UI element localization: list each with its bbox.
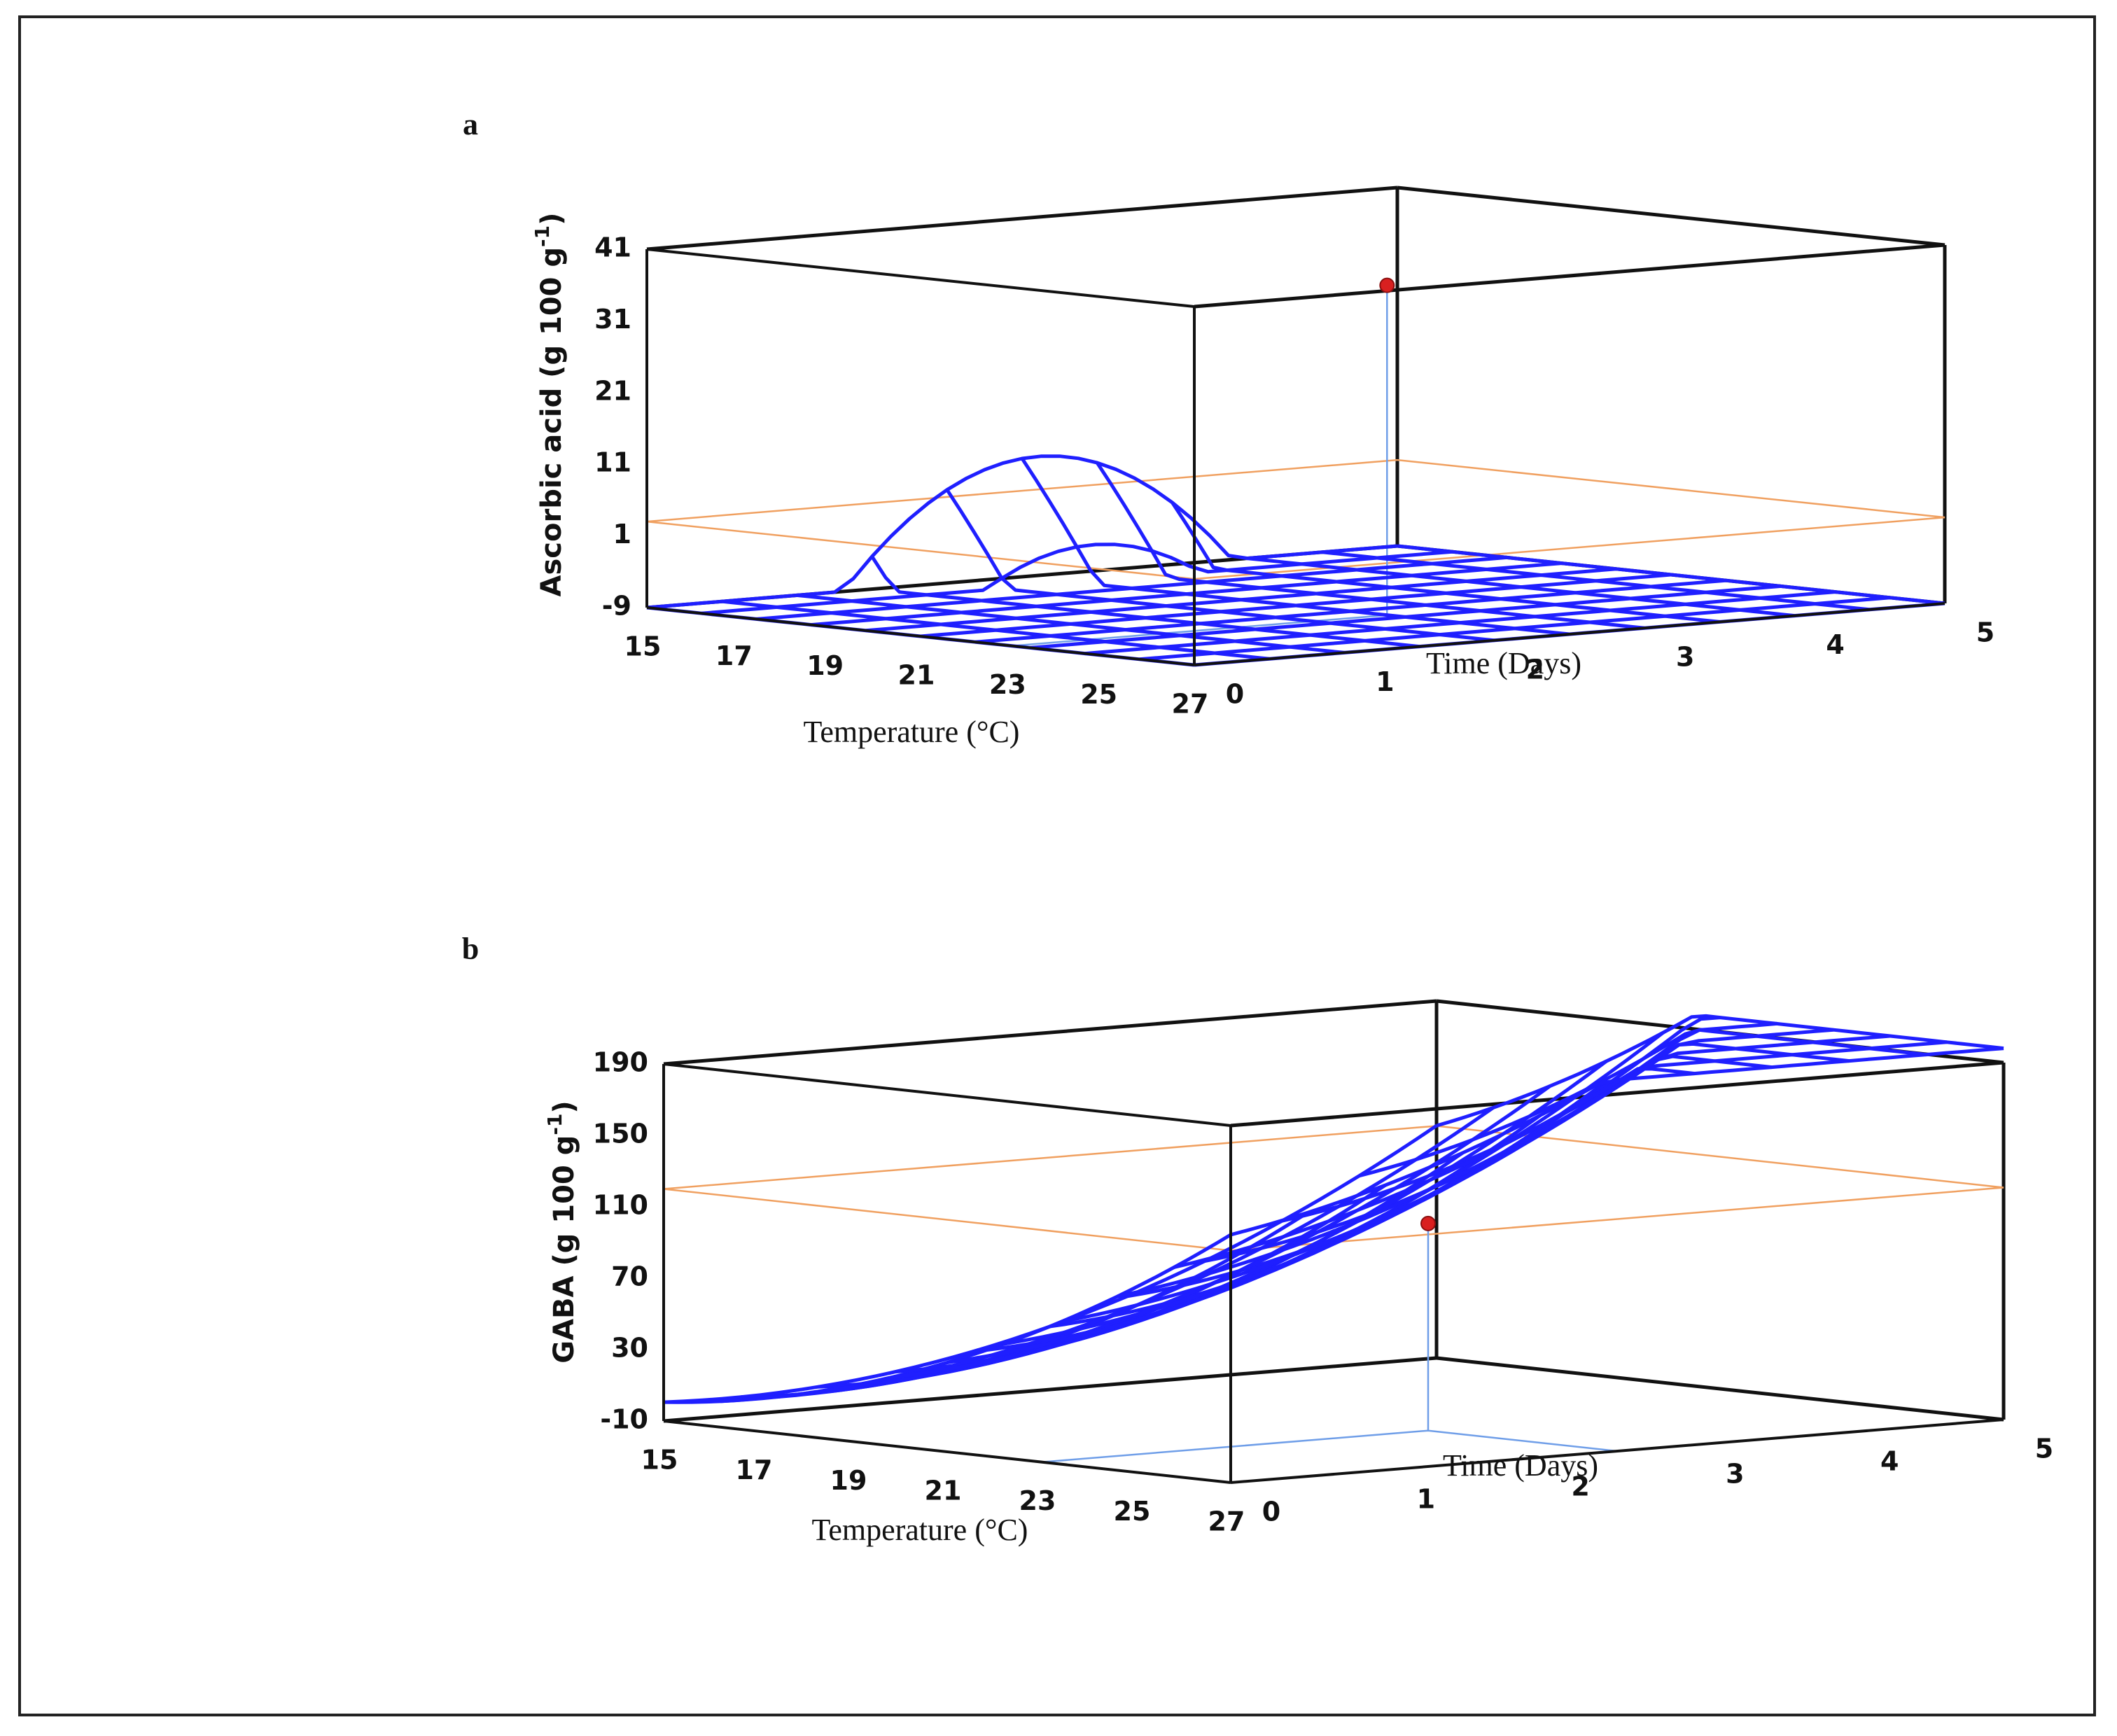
x-tick-label: 21	[925, 1476, 962, 1506]
x-tick-label: 27	[1208, 1506, 1245, 1537]
optimum-point	[1379, 277, 1395, 293]
z-tick-label: -9	[602, 591, 631, 622]
z-axis-title: Ascorbic acid (g 100 g-1)	[531, 213, 568, 597]
box-back-edge	[1397, 186, 1945, 247]
surface-mesh-line	[895, 1151, 1464, 1374]
surface-mesh-line	[1117, 1034, 1891, 1298]
box-front-edge	[1230, 1418, 2004, 1484]
z-axis-title-close: )	[536, 213, 568, 225]
y-tick-label: 5	[2035, 1434, 2053, 1464]
z-tick-label: 11	[594, 447, 631, 478]
x-tick-label: 17	[715, 640, 753, 671]
box-front-edge	[1194, 602, 1945, 666]
surface-mesh-line	[1230, 1046, 2004, 1237]
box-back-edge	[1194, 243, 1945, 309]
panel-letter-b: b	[462, 932, 479, 966]
surface-mesh-line	[865, 567, 1617, 633]
surface-mesh-line	[646, 454, 1398, 610]
panel-letter-a: a	[463, 107, 478, 141]
x-tick-label: 23	[1019, 1485, 1056, 1516]
x-tick-label: 17	[736, 1455, 773, 1485]
y-axis-title: Time (Days)	[1426, 646, 1581, 680]
surface-mesh-line	[1139, 596, 1891, 662]
surface-mesh-line	[1003, 1021, 1777, 1346]
optimum-point	[1420, 1215, 1436, 1231]
x-tick-label: 15	[624, 631, 662, 662]
box-back-edge	[663, 1356, 1437, 1423]
z-tick-label: 70	[611, 1261, 648, 1292]
box-front-edge	[646, 606, 1195, 666]
surface-mesh-line	[1030, 584, 1781, 650]
y-tick-label: 2	[1571, 1471, 1589, 1502]
y-tick-label: 1	[1376, 666, 1394, 697]
z-axis-title-main: Ascorbic acid (g 100 g	[536, 247, 568, 597]
x-tick-label: 19	[830, 1465, 867, 1496]
box-back-edge	[663, 999, 1437, 1066]
y-tick-label: 3	[1726, 1459, 1744, 1490]
chart-panel-b: b15 17 19 21 23 25 27 0 1 2 3 4 5-103070110150190Tem…	[462, 932, 2053, 1547]
reference-plane	[646, 458, 1945, 580]
box-front-edge	[646, 248, 1195, 308]
surface-mesh-line	[720, 1106, 1495, 1404]
surface-mesh-line	[1084, 590, 1836, 656]
x-tick-label: 25	[1080, 679, 1117, 710]
z-tick-label: -10	[600, 1404, 648, 1435]
z-axis-title-main: GABA (g 100 g	[548, 1135, 580, 1364]
surface-mesh-line	[811, 561, 1562, 627]
surface-mesh-line	[1060, 1028, 1834, 1324]
y-tick-label: 2	[1526, 654, 1544, 685]
z-axis-title-superscript: -1	[531, 225, 554, 247]
z-tick-label: 21	[594, 375, 631, 406]
surface-mesh-line	[756, 555, 1507, 621]
z-tick-label: 150	[593, 1119, 648, 1149]
y-tick-label: 3	[1676, 642, 1694, 673]
x-tick-label: 25	[1114, 1496, 1151, 1527]
z-axis-title-close: )	[548, 1100, 580, 1113]
x-tick-label: 27	[1172, 689, 1209, 720]
y-axis-title: Time (Days)	[1443, 1448, 1598, 1483]
surface-mesh-line	[920, 573, 1672, 638]
z-tick-label: 1	[613, 519, 631, 550]
z-tick-label: 41	[594, 232, 631, 263]
x-axis-title: Temperature (°C)	[812, 1513, 1028, 1547]
y-tick-label: 5	[1976, 617, 1994, 648]
y-tick-label: 1	[1417, 1484, 1435, 1515]
box-back-edge	[1436, 1356, 2004, 1422]
figure-frame	[18, 15, 2096, 1716]
y-tick-label: 4	[1880, 1446, 1899, 1477]
z-tick-label: 110	[593, 1190, 648, 1221]
optimum-base-projection	[1041, 1429, 1618, 1463]
surface-mesh-line	[701, 542, 1453, 615]
x-axis-title: Temperature (°C)	[804, 715, 1020, 749]
surface-mesh-line	[663, 1124, 1438, 1404]
x-tick-label: 21	[898, 660, 935, 691]
x-tick-label: 15	[641, 1445, 678, 1476]
x-tick-label: 19	[806, 650, 844, 681]
y-tick-label: 4	[1826, 629, 1844, 660]
z-tick-label: 31	[594, 304, 631, 335]
z-axis-title: GABA (g 100 g-1)	[543, 1100, 580, 1363]
box-front-edge	[663, 1420, 1231, 1484]
surface-mesh-line	[1173, 1040, 1948, 1269]
box-back-edge	[1230, 1060, 2004, 1128]
surface-mesh-line	[776, 1084, 1551, 1399]
surface-mesh-line	[890, 1031, 1665, 1380]
y-tick-label: 0	[1262, 1497, 1280, 1527]
box-front-edge	[663, 1063, 1231, 1127]
box-back-edge	[646, 186, 1398, 251]
z-tick-label: 30	[611, 1333, 648, 1364]
reference-plane	[663, 1125, 2004, 1252]
y-tick-label: 0	[1226, 679, 1244, 710]
surface-mesh-line	[974, 578, 1726, 644]
x-tick-label: 23	[989, 669, 1026, 700]
z-axis-title-superscript: -1	[543, 1114, 566, 1135]
z-tick-label: 190	[593, 1047, 648, 1078]
chart-panel-a: a15 17 19 21 23 25 27 0 1 2 3 4 5-9111213141Temperat…	[463, 107, 1994, 749]
